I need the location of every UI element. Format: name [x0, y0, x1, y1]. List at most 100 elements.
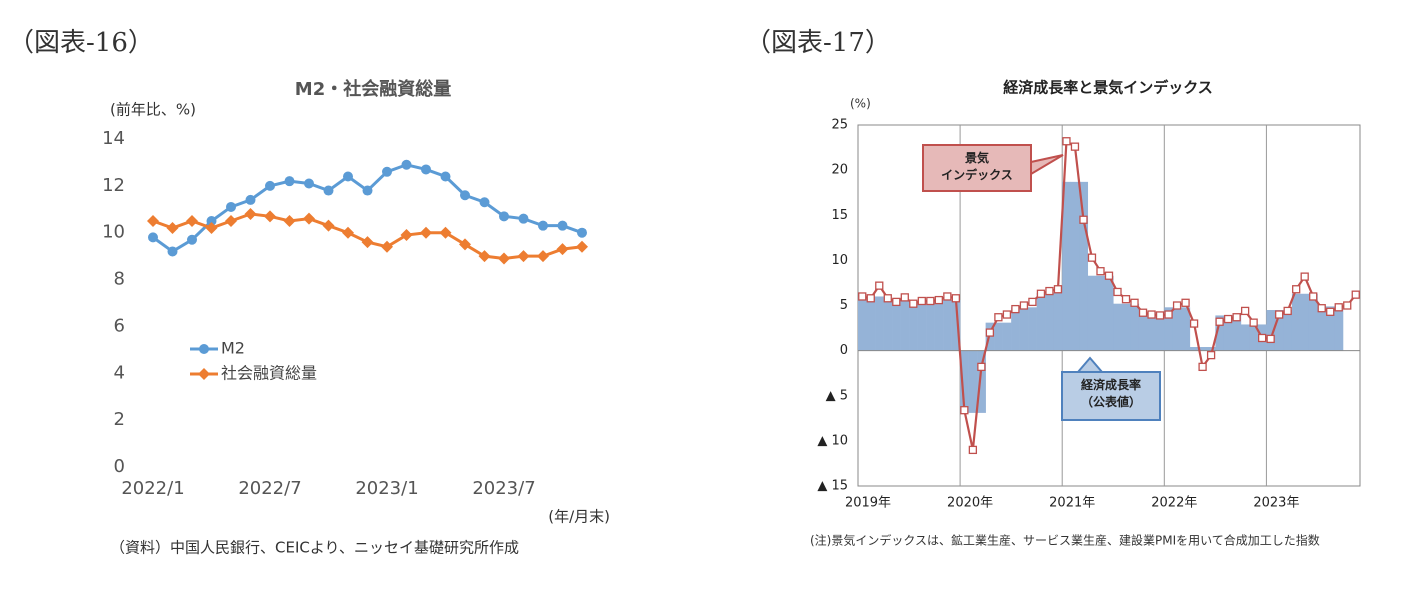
point [1121, 295, 1131, 304]
point [186, 215, 198, 227]
point [1215, 317, 1224, 326]
point [960, 406, 969, 415]
point [1172, 301, 1182, 310]
point [265, 180, 275, 191]
bar [1274, 310, 1284, 351]
bar [943, 300, 952, 351]
y-tick-label: ▲ 5 [826, 388, 848, 403]
point [460, 190, 470, 201]
point [479, 197, 490, 208]
point [909, 299, 918, 308]
point [205, 222, 218, 235]
bar [1147, 311, 1157, 351]
point [303, 212, 315, 225]
point [1002, 310, 1012, 319]
figure-label: （図表-17） [745, 28, 891, 58]
point [977, 362, 986, 372]
point [206, 216, 217, 226]
point [1155, 311, 1165, 320]
bar [1062, 181, 1072, 351]
x-tick-label: 2022年 [1151, 496, 1197, 511]
point [225, 215, 237, 227]
bar [1121, 303, 1131, 351]
point [917, 296, 926, 306]
y-tick-label: ▲ 15 [817, 479, 848, 494]
x-axis-label: (年/月末) [548, 508, 610, 526]
point [1317, 304, 1326, 313]
x-tick-label: 2021年 [1049, 496, 1095, 511]
y-tick-label: 10 [831, 253, 848, 268]
y-tick-label: 4 [114, 362, 125, 383]
point [1062, 137, 1071, 146]
point [498, 252, 510, 265]
bar [1206, 347, 1216, 351]
bar [1223, 315, 1233, 351]
legend-marker [198, 368, 210, 380]
point [1164, 310, 1173, 319]
y-tick-label: 2 [114, 409, 125, 430]
point [994, 313, 1003, 322]
callout-label: 経済成長率 （公表値） [1080, 378, 1141, 409]
point [951, 294, 960, 303]
bar [866, 296, 876, 351]
point [187, 234, 197, 245]
bar [1036, 292, 1046, 351]
y-tick-label: 12 [102, 175, 125, 196]
bar [960, 350, 969, 413]
point [459, 238, 471, 251]
bar [1087, 275, 1097, 351]
bar [1266, 310, 1276, 351]
point [1258, 333, 1267, 343]
y-tick-label: 5 [840, 298, 848, 313]
x-tick-label: 2023/7 [472, 478, 535, 499]
point [1079, 215, 1088, 224]
bar [994, 322, 1003, 351]
source-note: (注)景気インデックスは、鉱工業生産、サービス業生産、建設業PMIを用いて合成加… [810, 533, 1320, 548]
point [900, 293, 909, 302]
point [556, 243, 569, 256]
point [304, 178, 314, 189]
y-axis-label: (前年比、%) [110, 101, 196, 119]
bar [909, 300, 918, 351]
bar [917, 300, 927, 351]
y-tick-label: 20 [831, 163, 848, 178]
point [968, 445, 978, 455]
point [943, 292, 952, 301]
point [362, 185, 373, 196]
point [440, 171, 451, 182]
figure-label: （図表-16） [8, 28, 154, 58]
point [1292, 285, 1301, 294]
point [1266, 334, 1275, 344]
source-note: （資料）中国人民銀行、CEICより、ニッセイ基礎研究所作成 [110, 539, 519, 557]
point [264, 210, 276, 223]
point [517, 250, 530, 263]
point [1053, 285, 1063, 294]
bar [1079, 181, 1089, 351]
point [576, 240, 588, 253]
point [323, 185, 334, 196]
callout-label: 景気 インデックス [941, 151, 1013, 182]
point [1104, 271, 1114, 280]
point [478, 250, 491, 263]
point [577, 227, 587, 238]
bar [1164, 307, 1174, 351]
point [985, 328, 995, 337]
bar [1198, 347, 1208, 351]
bar [1070, 181, 1080, 351]
point [147, 215, 159, 227]
point [382, 166, 392, 177]
bar [1155, 311, 1165, 351]
point [1343, 301, 1352, 310]
bar [883, 300, 893, 351]
bar [1317, 306, 1327, 351]
y-tick-label: 6 [114, 315, 125, 336]
point [1249, 318, 1258, 327]
x-tick-label: 2023/1 [355, 478, 418, 499]
point [322, 219, 335, 232]
point [148, 232, 158, 243]
point [1351, 290, 1360, 299]
point [1223, 314, 1233, 324]
point [875, 281, 884, 290]
point [926, 296, 935, 306]
bar [1189, 347, 1199, 351]
